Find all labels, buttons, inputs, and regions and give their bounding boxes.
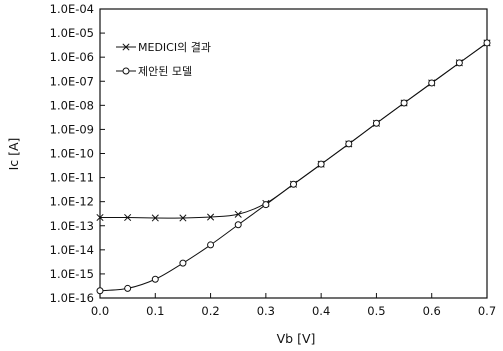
data-point-circle	[96, 287, 104, 295]
legend-x-marker-icon	[122, 43, 130, 51]
data-point-x	[96, 213, 104, 222]
legend-circle-marker-icon	[122, 67, 130, 75]
y-tick-label: 1.0E-08	[50, 98, 94, 112]
data-point-circle	[428, 79, 436, 87]
legend-label-medici: MEDICI의 결과	[138, 41, 211, 54]
x-axis: 0.0 0.1 0.2 0.3 0.4 0.5 0.6 0.7	[91, 293, 496, 318]
y-tick-label: 1.0E-14	[50, 243, 94, 257]
data-point-circle	[290, 180, 297, 188]
data-point-circle	[124, 284, 132, 292]
data-point-circle	[234, 221, 242, 229]
y-tick-label: 1.0E-09	[50, 122, 94, 136]
x-axis-label: Vb [V]	[277, 331, 316, 346]
y-tick-label: 1.0E-04	[50, 2, 94, 16]
data-point-circle	[372, 119, 380, 127]
y-axis-label: Ic [A]	[6, 138, 21, 171]
y-tick-label: 1.0E-06	[50, 50, 94, 64]
y-tick-label: 1.0E-05	[50, 26, 94, 40]
data-point-x	[234, 210, 242, 218]
x-tick-label: 0.4	[312, 304, 330, 318]
data-point-x	[179, 214, 187, 222]
series-layer	[96, 39, 491, 295]
y-tick-label: 1.0E-12	[50, 195, 94, 209]
data-point-circle	[455, 59, 463, 67]
data-point-circle	[317, 160, 325, 168]
data-point-circle	[179, 259, 187, 267]
legend-label-model: 제안된 모델	[138, 65, 192, 78]
data-point-circle	[345, 140, 353, 148]
y-axis: 1.0E-16 1.0E-15 1.0E-14 1.0E-13 1.0E-12 1.0E-…	[50, 2, 105, 305]
data-point-circle	[262, 201, 270, 209]
legend-x-glyph	[122, 43, 130, 51]
data-point-circle	[207, 241, 215, 249]
y-tick-label: 1.0E-13	[50, 219, 94, 233]
y-tick-label: 1.0E-15	[50, 267, 94, 281]
data-point-circle	[483, 39, 491, 47]
x-tick-label: 0.6	[423, 304, 441, 318]
data-point-circle	[151, 275, 159, 283]
x-tick-label: 0.7	[478, 304, 496, 318]
legend: MEDICI의 결과 제안된 모델	[116, 41, 211, 78]
data-point-x	[124, 213, 132, 222]
data-point-x	[207, 213, 215, 221]
data-point-circle	[400, 99, 408, 107]
y-tick-label: 1.0E-10	[50, 147, 94, 161]
x-tick-label: 0.2	[201, 304, 219, 318]
data-point-x	[151, 214, 159, 222]
x-tick-label: 0.3	[257, 304, 275, 318]
x-tick-label: 0.1	[146, 304, 164, 318]
x-tick-label: 0.0	[91, 304, 109, 318]
y-tick-label: 1.0E-07	[50, 74, 94, 88]
y-tick-label: 1.0E-11	[50, 171, 94, 185]
x-tick-label: 0.5	[367, 304, 385, 318]
y-tick-label: 1.0E-16	[50, 291, 94, 305]
